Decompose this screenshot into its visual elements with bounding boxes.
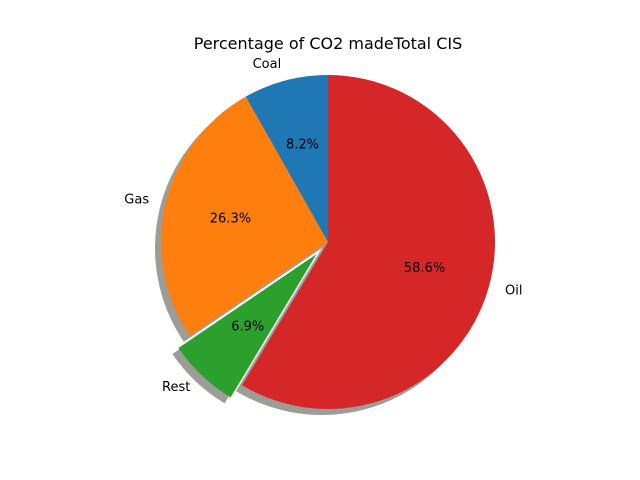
slice-pct-label-oil: 58.6% <box>404 261 445 276</box>
chart-title: Percentage of CO2 madeTotal CIS <box>194 34 463 53</box>
slice-label-gas: Gas <box>124 193 149 208</box>
slice-oil <box>242 75 495 409</box>
slice-label-rest: Rest <box>162 380 190 395</box>
pie-labels: Coal 8.2% Gas 26.3% Rest 6.9% Oil 58.6% <box>124 57 522 395</box>
slice-pct-label-coal: 8.2% <box>286 138 319 153</box>
slice-rest <box>178 254 317 398</box>
slice-gas <box>161 96 328 336</box>
slice-coal <box>245 75 328 242</box>
slice-pct-label-rest: 6.9% <box>231 319 264 334</box>
pie-slices <box>161 75 495 409</box>
slice-pct-label-gas: 26.3% <box>210 212 251 227</box>
slice-label-coal: Coal <box>253 57 282 72</box>
slice-label-oil: Oil <box>505 284 522 299</box>
